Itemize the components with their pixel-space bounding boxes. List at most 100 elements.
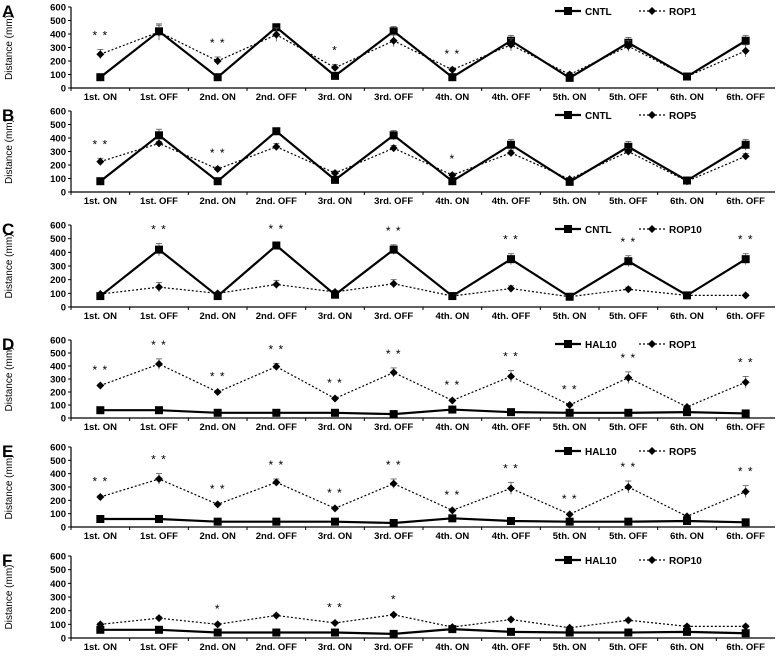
data-point-diamond bbox=[448, 171, 457, 180]
data-point-diamond bbox=[213, 388, 222, 396]
x-tick-label: 4th. OFF bbox=[492, 422, 531, 433]
significance-marker: * * bbox=[386, 224, 402, 238]
data-point-diamond bbox=[565, 70, 574, 79]
data-point-diamond bbox=[565, 510, 574, 519]
data-point-square bbox=[213, 177, 222, 186]
data-point-diamond bbox=[565, 401, 574, 409]
significance-marker: * * bbox=[151, 453, 167, 467]
x-tick-label: 4th. ON bbox=[435, 642, 469, 652]
data-point-diamond bbox=[624, 616, 633, 625]
legend-marker-square bbox=[564, 225, 572, 233]
significance-marker: * * bbox=[210, 370, 226, 384]
data-point-diamond bbox=[96, 290, 105, 299]
y-tick-label: 0 bbox=[61, 523, 66, 534]
legend-label: CNTL bbox=[585, 7, 612, 18]
y-tick-label: 400 bbox=[50, 469, 66, 480]
y-tick-label: 300 bbox=[50, 483, 66, 494]
significance-marker: * * bbox=[503, 461, 519, 475]
series-line-rop10 bbox=[100, 614, 746, 629]
y-tick-label: 300 bbox=[50, 43, 66, 54]
x-tick-label: 6th. OFF bbox=[726, 311, 765, 322]
data-point-diamond bbox=[96, 620, 105, 629]
data-point-diamond bbox=[741, 378, 750, 387]
legend-marker-square bbox=[564, 447, 572, 455]
data-point-diamond bbox=[96, 157, 105, 166]
significance-marker: * * bbox=[327, 486, 343, 500]
data-point-diamond bbox=[331, 504, 339, 513]
data-point-diamond bbox=[448, 396, 457, 405]
significance-marker: * * bbox=[620, 351, 636, 365]
significance-marker: * * bbox=[327, 601, 343, 615]
panel-label: A bbox=[2, 2, 14, 21]
data-point-square bbox=[331, 517, 339, 526]
y-tick-label: 100 bbox=[50, 509, 66, 520]
x-tick-label: 4th. ON bbox=[435, 311, 469, 322]
data-point-diamond bbox=[507, 372, 515, 381]
data-point-diamond bbox=[213, 500, 222, 509]
legend-label: ROP1 bbox=[669, 7, 697, 18]
x-tick-label: 5th. ON bbox=[553, 311, 587, 322]
significance-marker: * * bbox=[268, 222, 284, 236]
x-tick-label: 4th. OFF bbox=[492, 196, 531, 207]
x-tick-label: 5th. ON bbox=[553, 422, 587, 433]
data-point-square bbox=[155, 515, 163, 523]
data-point-square bbox=[272, 408, 281, 417]
data-point-square bbox=[741, 36, 750, 45]
series-line-rop5 bbox=[100, 142, 746, 182]
data-point-square bbox=[389, 629, 398, 638]
series-line-hal10 bbox=[100, 408, 746, 416]
x-tick-label: 5th. ON bbox=[553, 196, 587, 207]
x-tick-label: 4th. ON bbox=[435, 92, 469, 103]
y-axis-label: Distance (mm) bbox=[4, 233, 15, 298]
significance-marker: * * bbox=[210, 482, 226, 496]
significance-marker: * * bbox=[268, 342, 284, 356]
x-tick-label: 3rd. OFF bbox=[374, 92, 413, 103]
data-point-diamond bbox=[683, 291, 691, 300]
series-line-rop5 bbox=[100, 478, 746, 517]
legend-marker-square bbox=[564, 7, 572, 15]
data-point-diamond bbox=[683, 177, 691, 186]
x-tick-label: 1st. OFF bbox=[140, 311, 178, 322]
data-point-diamond bbox=[507, 40, 515, 49]
x-tick-label: 2nd. ON bbox=[199, 531, 236, 542]
significance-marker: * bbox=[449, 152, 455, 166]
y-tick-label: 100 bbox=[50, 70, 66, 81]
data-point-square bbox=[389, 27, 398, 36]
data-point-square bbox=[565, 408, 574, 417]
x-tick-label: 1st. OFF bbox=[140, 642, 178, 652]
y-tick-label: 400 bbox=[50, 30, 66, 41]
data-point-square bbox=[96, 73, 105, 82]
significance-marker: * * bbox=[151, 338, 167, 352]
data-point-square bbox=[331, 71, 339, 80]
significance-marker: * * bbox=[738, 233, 754, 247]
x-tick-label: 6th. ON bbox=[670, 196, 704, 207]
x-tick-label: 3rd. ON bbox=[318, 311, 352, 322]
significance-marker: * * bbox=[738, 465, 754, 479]
x-tick-label: 3rd. OFF bbox=[374, 196, 413, 207]
data-point-diamond bbox=[331, 287, 339, 296]
data-point-diamond bbox=[507, 615, 515, 624]
data-point-diamond bbox=[565, 623, 574, 632]
data-point-diamond bbox=[448, 65, 457, 74]
x-tick-label: 5th. ON bbox=[553, 531, 587, 542]
legend-label: ROP10 bbox=[669, 225, 702, 236]
y-tick-label: 200 bbox=[50, 388, 66, 399]
data-point-diamond bbox=[448, 506, 457, 515]
data-point-diamond bbox=[389, 279, 398, 288]
y-tick-label: 100 bbox=[50, 401, 66, 412]
x-tick-label: 3rd. OFF bbox=[374, 642, 413, 652]
data-point-diamond bbox=[331, 394, 339, 403]
x-tick-label: 5th. ON bbox=[553, 642, 587, 652]
x-tick-label: 6th. OFF bbox=[726, 92, 765, 103]
x-tick-label: 1st. OFF bbox=[140, 92, 178, 103]
data-point-diamond bbox=[96, 381, 105, 390]
y-tick-label: 600 bbox=[50, 221, 66, 232]
legend-label: ROP5 bbox=[669, 111, 697, 122]
significance-marker: * * bbox=[620, 235, 636, 249]
significance-marker: * * bbox=[327, 376, 343, 390]
legend-marker-square bbox=[564, 556, 572, 564]
x-tick-label: 2nd. OFF bbox=[256, 196, 297, 207]
data-point-square bbox=[624, 408, 633, 417]
